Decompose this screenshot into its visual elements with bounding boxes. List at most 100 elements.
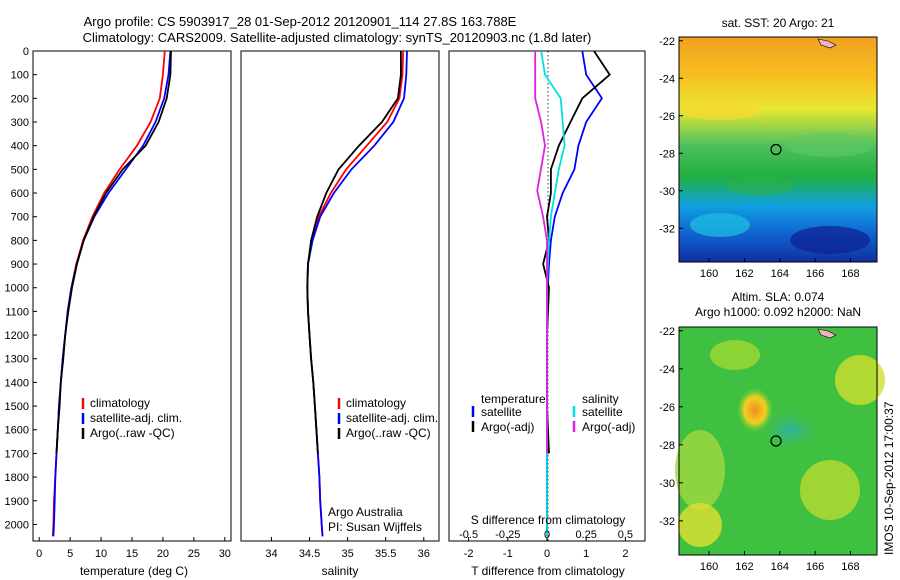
diff-legend-temperature: temperature bbox=[481, 392, 546, 406]
figure-title-line1: Argo profile: CS 5903917_28 01-Sep-2012 … bbox=[84, 14, 517, 29]
difference-series bbox=[534, 50, 611, 537]
map-x-tick-label: 162 bbox=[735, 561, 753, 573]
temperature-x-label: temperature (deg C) bbox=[80, 564, 188, 578]
series-line bbox=[540, 50, 566, 537]
depth-tick-label: 400 bbox=[11, 141, 29, 153]
sla-map-x-ticks: 160 162 164 166 168 bbox=[700, 551, 860, 573]
x-tick-label: 34 bbox=[265, 548, 277, 560]
x-tick-label: 2 bbox=[622, 548, 628, 560]
s-diff-tick-label: 0.25 bbox=[575, 529, 596, 541]
map-x-tick-label: 168 bbox=[841, 561, 859, 573]
depth-tick-label: 300 bbox=[11, 117, 29, 129]
map-y-tick-label: -32 bbox=[659, 223, 675, 235]
depth-tick-label: 1500 bbox=[5, 401, 29, 413]
pi-note: PI: Susan Wijffels bbox=[328, 520, 422, 534]
x-tick-label: -2 bbox=[464, 548, 474, 560]
argo-australia-note: Argo Australia bbox=[328, 505, 403, 519]
sal-legend-satellite: satellite-adj. clim. bbox=[346, 411, 438, 425]
map-y-tick-label: -22 bbox=[659, 36, 675, 48]
x-tick-label: 25 bbox=[188, 548, 200, 560]
s-difference-label: S difference from climatology bbox=[471, 513, 626, 527]
s-diff-tick-label: -0.5 bbox=[459, 529, 478, 541]
map-x-tick-label: 166 bbox=[806, 268, 824, 280]
sal-legend-climatology: climatology bbox=[346, 396, 406, 410]
depth-tick-label: 500 bbox=[11, 164, 29, 176]
salinity-difference-ticks: -0.5 -0.25 0 0.25 0.5 bbox=[459, 529, 633, 541]
depth-tick-label: 700 bbox=[11, 212, 29, 224]
depth-tick-label: 0 bbox=[23, 46, 29, 58]
depth-tick-label: 1200 bbox=[5, 330, 29, 342]
depth-tick-label: 2000 bbox=[5, 519, 29, 531]
temperature-x-ticks: 0 5 10 15 20 25 30 bbox=[36, 537, 231, 560]
depth-tick-label: 1000 bbox=[5, 283, 29, 295]
map-x-tick-label: 168 bbox=[841, 268, 859, 280]
t-difference-label: T difference from climatology bbox=[471, 564, 625, 578]
series-line bbox=[306, 51, 402, 454]
sla-map-title-line1: Altim. SLA: 0.074 bbox=[732, 290, 825, 304]
map-y-tick-label: -24 bbox=[659, 73, 675, 85]
series-line bbox=[546, 50, 603, 537]
temperature-legend: climatology satellite-adj. clim. Argo(..… bbox=[81, 396, 182, 440]
depth-tick-label: 1400 bbox=[5, 377, 29, 389]
series-line bbox=[55, 50, 172, 454]
salinity-x-ticks: 34 34.5 35 35.5 36 bbox=[265, 537, 430, 560]
sst-map bbox=[678, 36, 878, 263]
map-y-tick-label: -24 bbox=[659, 364, 675, 376]
map-y-tick-label: -28 bbox=[659, 148, 675, 160]
x-tick-label: 30 bbox=[219, 548, 231, 560]
map-x-tick-label: 162 bbox=[735, 268, 753, 280]
depth-tick-label: 600 bbox=[11, 188, 29, 200]
series-line bbox=[306, 50, 405, 537]
salinity-series bbox=[306, 50, 408, 537]
depth-tick-label: 800 bbox=[11, 235, 29, 247]
diff-legend-s-satellite: satellite bbox=[582, 405, 623, 419]
map-x-tick-label: 166 bbox=[806, 561, 824, 573]
sst-map-y-ticks: -22 -24 -26 -28 -30 -32 bbox=[659, 36, 683, 235]
temperature-series bbox=[51, 50, 172, 537]
x-tick-label: 36 bbox=[418, 548, 430, 560]
diff-legend-t-argo: Argo(-adj) bbox=[481, 420, 534, 434]
map-y-tick-label: -22 bbox=[659, 326, 675, 338]
series-line bbox=[306, 50, 408, 537]
x-tick-label: 35.5 bbox=[375, 548, 396, 560]
figure-title-line2: Climatology: CARS2009. Satellite-adjuste… bbox=[83, 30, 592, 45]
x-tick-label: 35 bbox=[341, 548, 353, 560]
map-x-tick-label: 160 bbox=[700, 561, 718, 573]
s-diff-tick-label: 0 bbox=[544, 529, 550, 541]
depth-tick-label: 1800 bbox=[5, 472, 29, 484]
depth-tick-label: 1600 bbox=[5, 425, 29, 437]
temp-legend-argo: Argo(..raw -QC) bbox=[90, 426, 175, 440]
map-y-tick-label: -26 bbox=[659, 111, 675, 123]
x-tick-label: 0 bbox=[544, 548, 550, 560]
salinity-legend: climatology satellite-adj. clim. Argo(..… bbox=[337, 396, 438, 440]
map-x-tick-label: 164 bbox=[771, 561, 789, 573]
map-x-tick-label: 164 bbox=[771, 268, 789, 280]
s-diff-tick-label: 0.5 bbox=[618, 529, 633, 541]
salinity-axes bbox=[240, 50, 440, 542]
temp-legend-climatology: climatology bbox=[90, 396, 150, 410]
depth-tick-label: 1900 bbox=[5, 496, 29, 508]
sla-map-y-ticks: -22 -24 -26 -28 -30 -32 bbox=[659, 326, 683, 528]
salinity-x-label: salinity bbox=[322, 564, 359, 578]
argo-location-marker bbox=[770, 143, 782, 156]
difference-x-ticks: -2 -1 0 1 2 bbox=[464, 537, 628, 560]
argo-location-marker-sla bbox=[770, 435, 782, 447]
depth-tick-label: 200 bbox=[11, 93, 29, 105]
x-tick-label: 15 bbox=[126, 548, 138, 560]
map-y-tick-label: -28 bbox=[659, 440, 675, 452]
sla-map bbox=[675, 326, 885, 556]
map-y-tick-label: -30 bbox=[659, 478, 675, 490]
temp-legend-satellite: satellite-adj. clim. bbox=[90, 411, 182, 425]
diff-legend-t-satellite: satellite bbox=[481, 405, 522, 419]
depth-tick-label: 1300 bbox=[5, 354, 29, 366]
x-tick-label: 1 bbox=[583, 548, 589, 560]
x-tick-label: 5 bbox=[67, 548, 73, 560]
x-tick-label: -1 bbox=[503, 548, 513, 560]
x-tick-label: 20 bbox=[157, 548, 169, 560]
depth-axis: 0 100 200 300 400 500 600 700 800 900 1000 1100 1200… bbox=[5, 46, 37, 531]
sst-map-title: sat. SST: 20 Argo: 21 bbox=[722, 16, 835, 30]
x-tick-label: 34.5 bbox=[299, 548, 320, 560]
s-diff-tick-label: -0.25 bbox=[495, 529, 520, 541]
series-line bbox=[534, 51, 548, 454]
difference-legend: temperature satellite Argo(-adj) salinit… bbox=[471, 392, 635, 434]
